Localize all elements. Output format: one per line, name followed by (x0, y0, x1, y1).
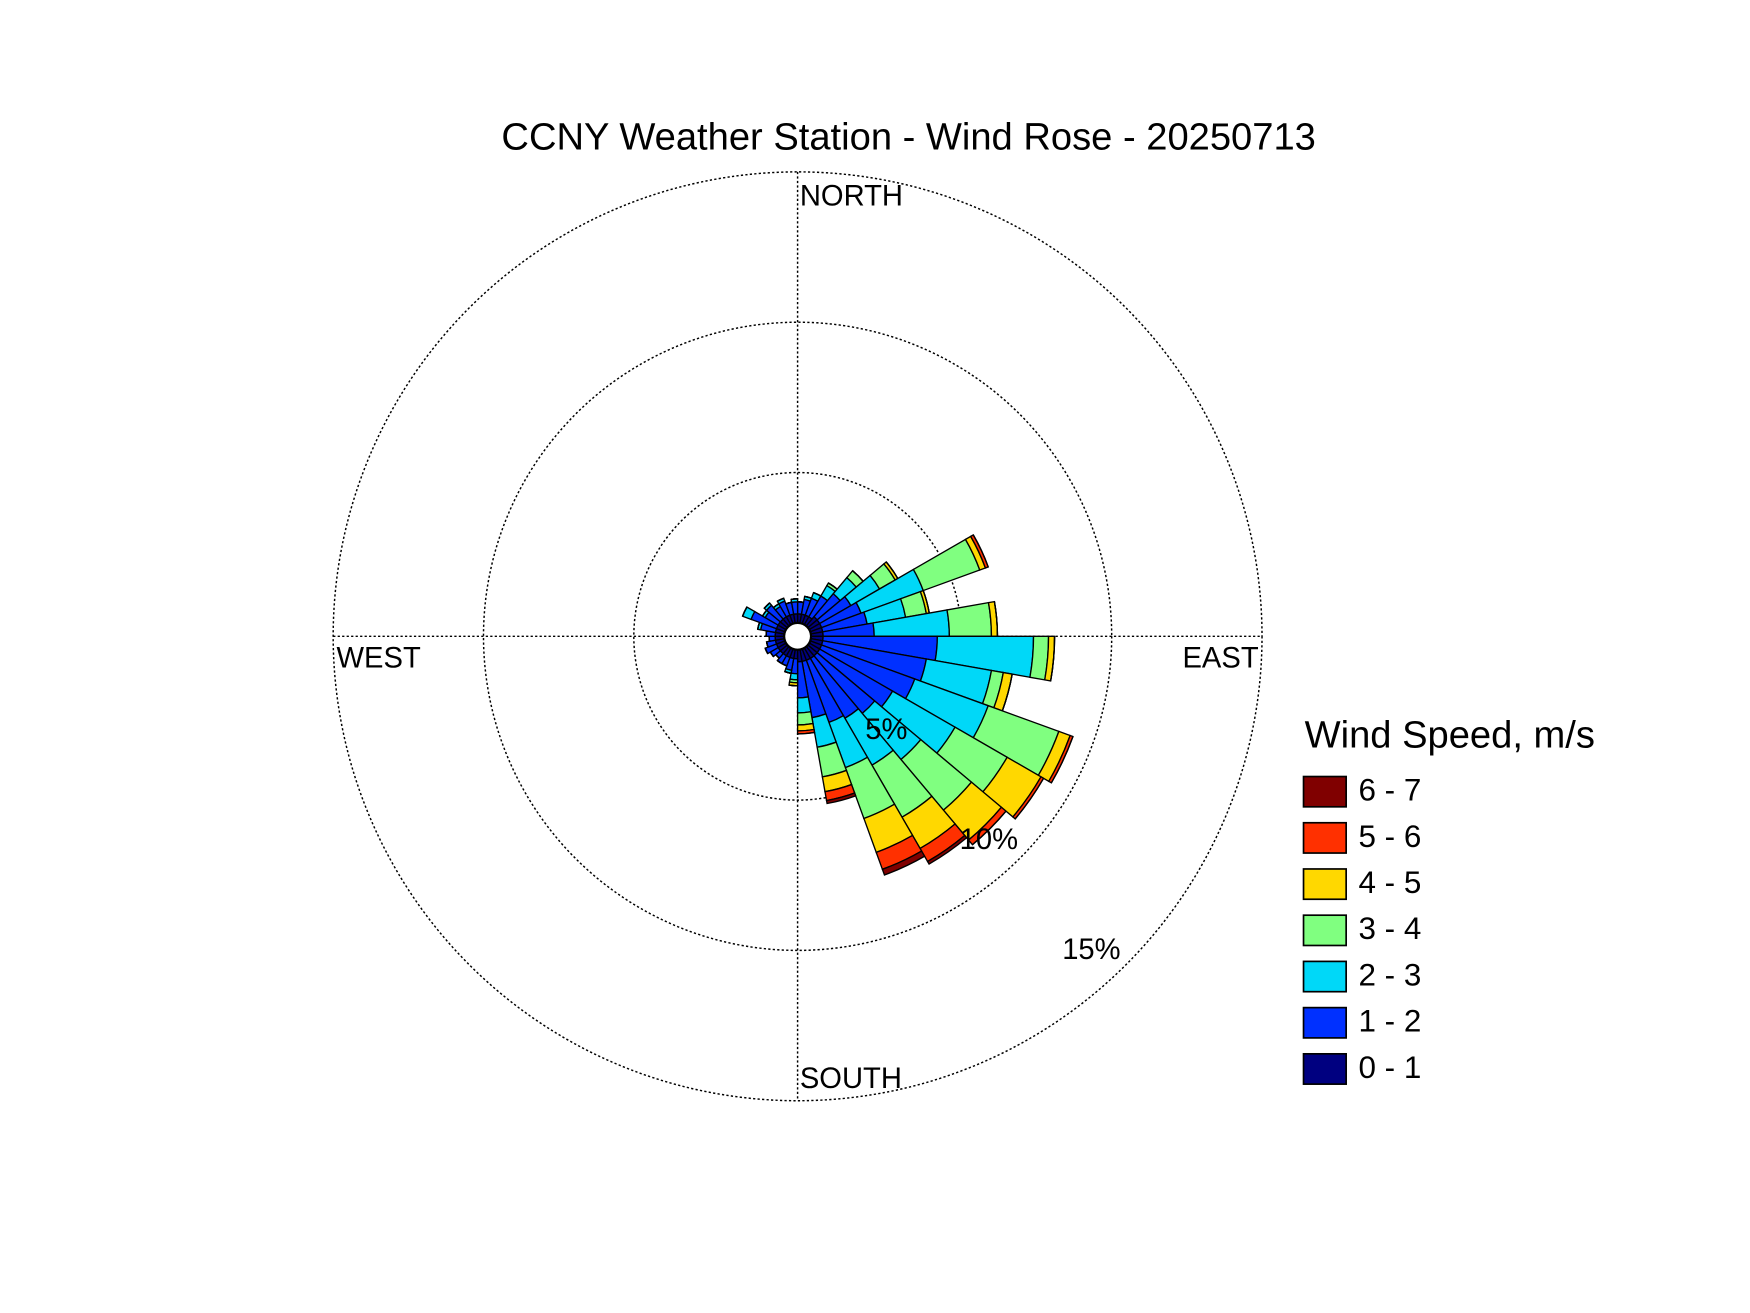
legend-label: 1 - 2 (1358, 1004, 1421, 1039)
wedge-segment (797, 601, 804, 603)
wedge-segment (765, 641, 769, 648)
wedge-segment (764, 647, 769, 654)
wedge-segment (972, 534, 989, 568)
compass-label: NORTH (800, 180, 903, 212)
legend-swatch (1302, 914, 1347, 947)
wedge-segment (784, 670, 792, 674)
wedge-segment (881, 850, 926, 876)
wedge-segment (972, 810, 1007, 846)
r-tick-label: 15% (1062, 934, 1120, 966)
wedge-segment (926, 834, 968, 865)
compass-label: SOUTH (800, 1063, 902, 1095)
chart-title: CCNY Weather Station - Wind Rose - 20250… (501, 115, 1315, 158)
legend-title: Wind Speed, m/s (1305, 713, 1595, 756)
legend-label: 6 - 7 (1358, 773, 1421, 808)
wedge-segment (797, 731, 815, 735)
legend-label: 2 - 3 (1358, 957, 1421, 992)
compass-label: WEST (337, 643, 421, 675)
wedge-segment (788, 684, 798, 687)
legend-swatch (1302, 960, 1347, 993)
r-tick-label: 10% (960, 824, 1018, 856)
legend-swatch (1302, 775, 1347, 808)
r-tick-label: 5% (865, 714, 907, 746)
legend-label: 3 - 4 (1358, 911, 1421, 946)
legend-label: 0 - 1 (1358, 1050, 1421, 1085)
legend-label: 5 - 6 (1358, 819, 1421, 854)
legend-swatch (1302, 1006, 1347, 1039)
wedge-segment (796, 710, 814, 726)
wedge-segment (946, 601, 993, 637)
legend-label: 4 - 5 (1358, 865, 1421, 900)
wedge-segment (796, 696, 812, 714)
legend-swatch (1302, 821, 1347, 854)
compass-label: EAST (1182, 643, 1258, 675)
legend-swatch (1302, 1052, 1347, 1085)
wedge-segment (741, 606, 748, 617)
center-hole (783, 621, 813, 651)
wedge-segment (790, 598, 798, 601)
legend-swatch (1302, 868, 1347, 901)
grid-ring (332, 171, 1263, 1102)
wedge-segment (1050, 636, 1056, 682)
wedge-segment (825, 792, 857, 805)
wedge-segment (777, 597, 784, 602)
wedge-segment (776, 659, 783, 665)
grid-ring (482, 321, 1113, 952)
